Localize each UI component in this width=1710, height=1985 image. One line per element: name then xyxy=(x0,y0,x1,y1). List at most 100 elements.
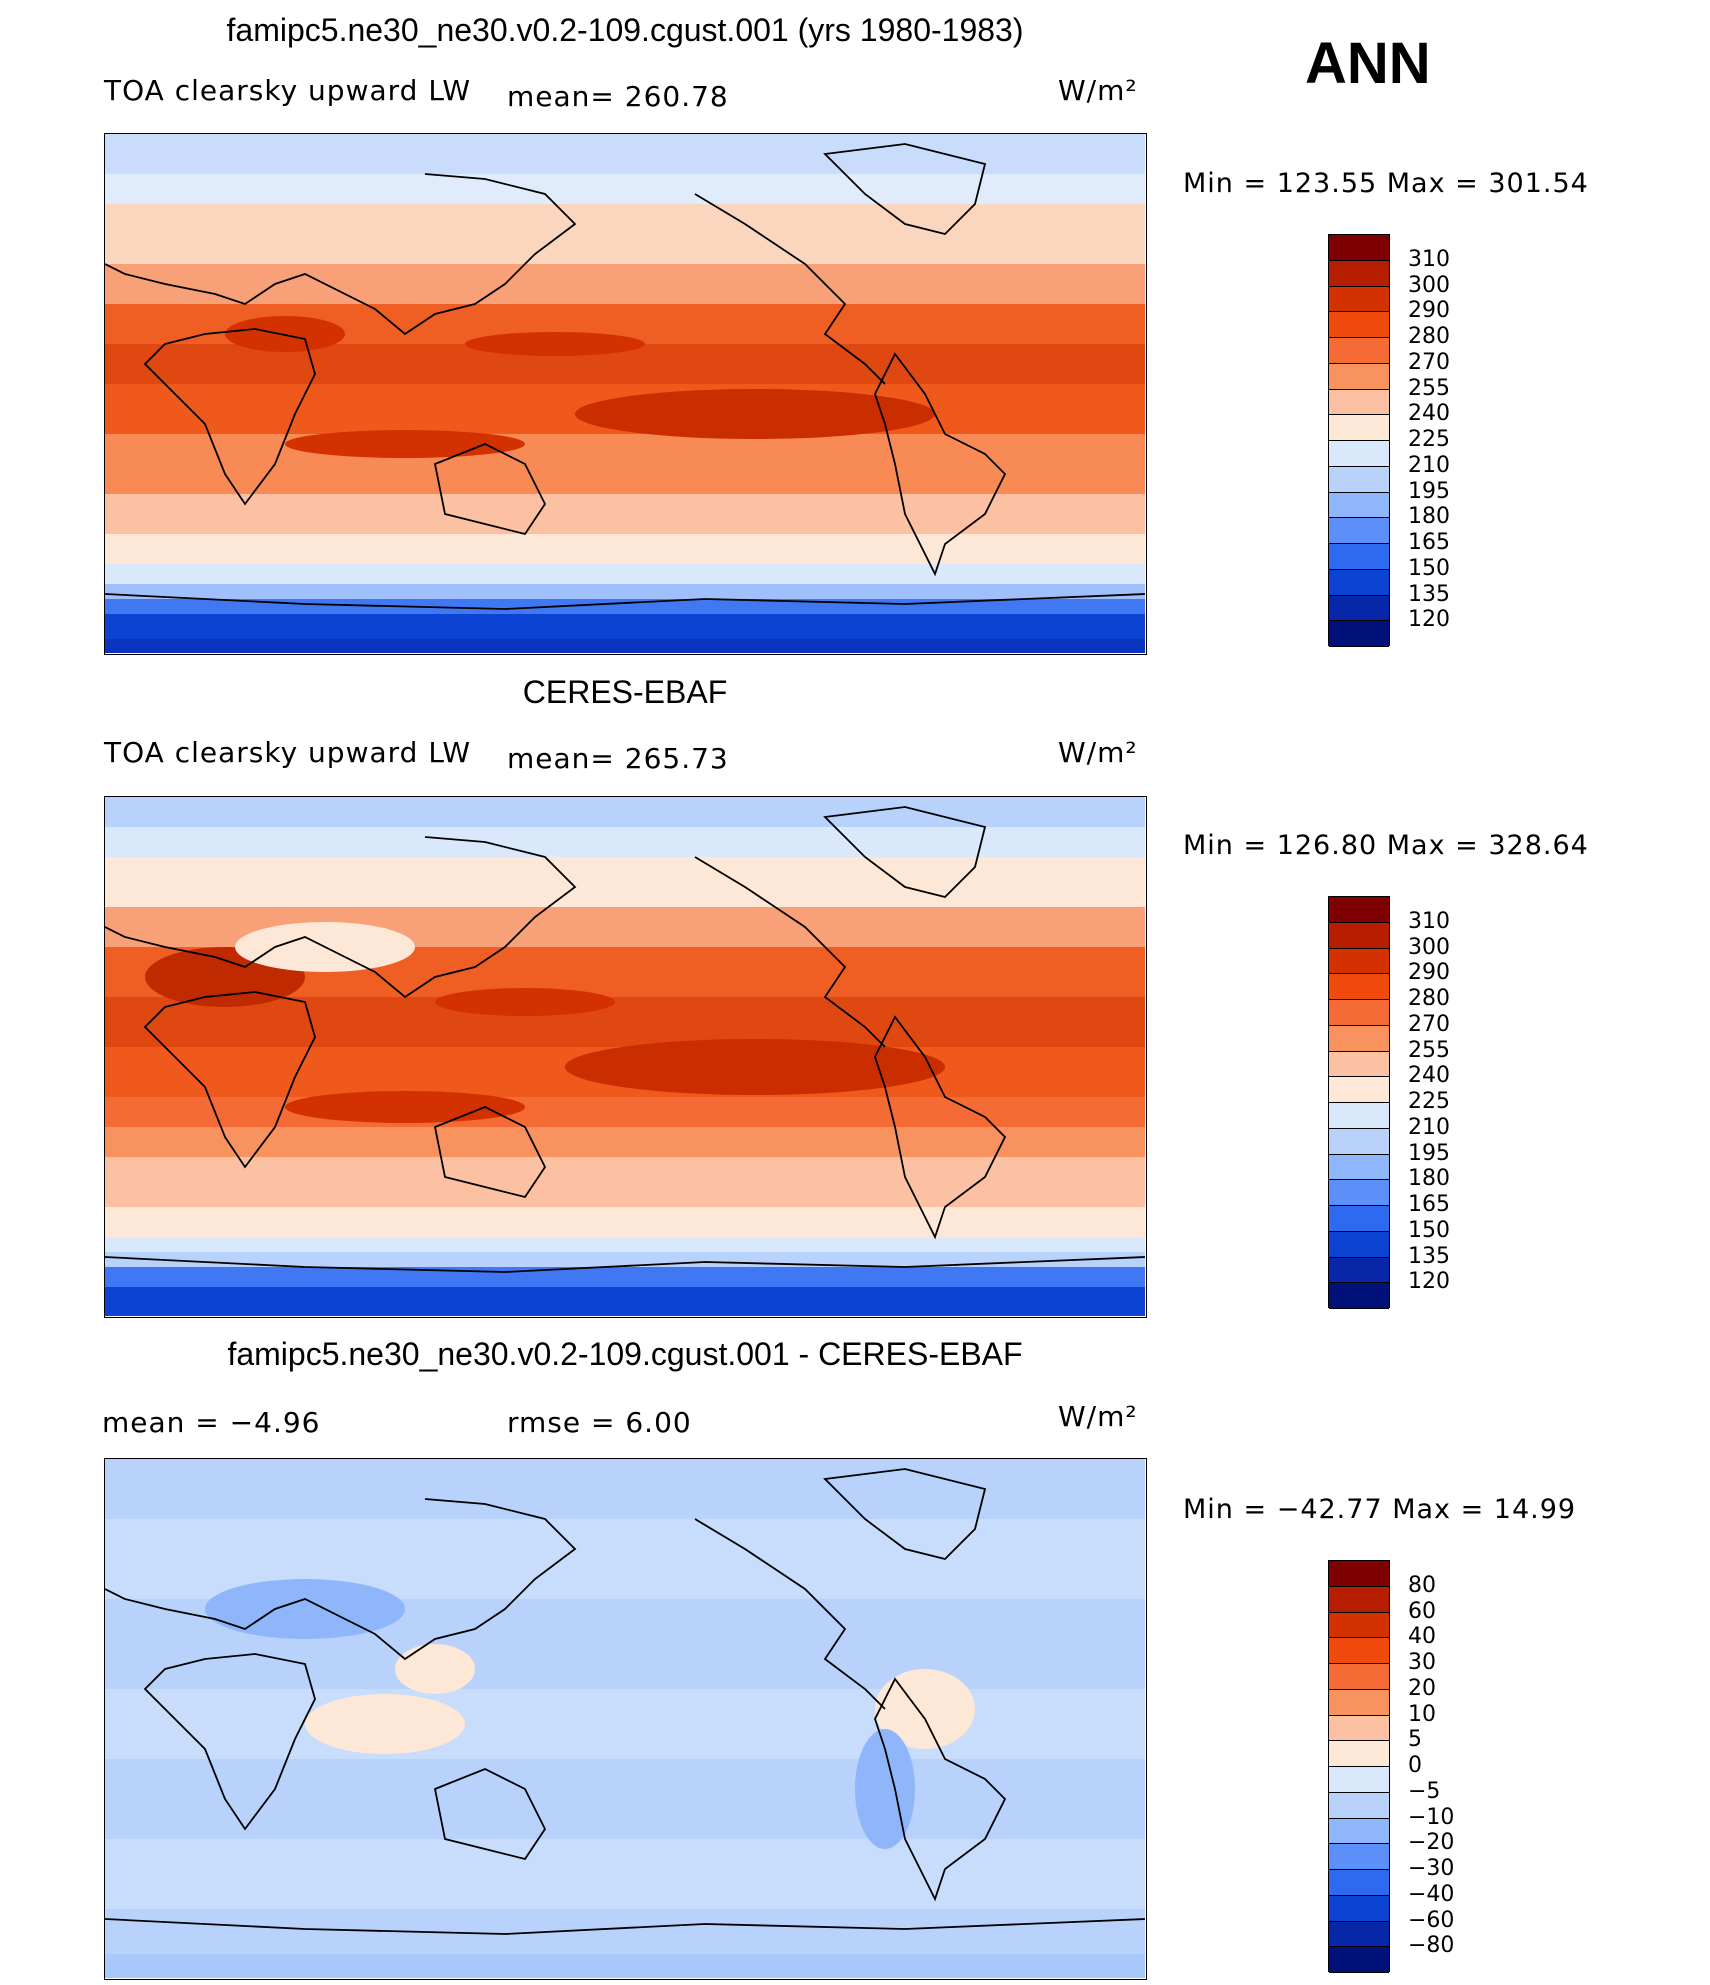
field-band xyxy=(105,1459,1145,1520)
colorbar-tick-label: 240 xyxy=(1408,1063,1450,1089)
colorbar-tick-label: 225 xyxy=(1408,427,1450,452)
colorbar-tick-label: 290 xyxy=(1408,960,1450,986)
coastline xyxy=(874,1677,1007,1902)
coastline xyxy=(105,1256,1145,1273)
colorbar-box xyxy=(1329,338,1389,364)
colorbar-box xyxy=(1329,1154,1389,1181)
colorbar-box xyxy=(1329,1000,1389,1026)
colorbar-tick-label: −60 xyxy=(1408,1907,1455,1933)
colorbar-tick-label: 270 xyxy=(1408,1011,1450,1037)
colorbar-tick-label: −5 xyxy=(1408,1778,1441,1804)
colorbar-box xyxy=(1329,544,1389,570)
colorbar-box xyxy=(1329,1283,1389,1309)
colorbar-tick-label: 0 xyxy=(1408,1753,1422,1778)
colorbar-box xyxy=(1329,922,1389,949)
coastline xyxy=(143,1653,316,1831)
colorbar-tick-label: 10 xyxy=(1408,1701,1436,1727)
coastline xyxy=(105,173,577,336)
minmax-label: Min = −42.77 Max = 14.99 xyxy=(1183,1494,1577,1525)
coastline xyxy=(874,352,1007,577)
colorbar-box xyxy=(1329,492,1389,519)
colorbar-box xyxy=(1329,897,1389,923)
colorbar-box xyxy=(1329,389,1389,416)
colorbar-box xyxy=(1329,518,1389,544)
field-band xyxy=(105,564,1145,585)
colorbar-box xyxy=(1329,1792,1389,1819)
field-band xyxy=(105,827,1145,858)
field-band xyxy=(105,1207,1145,1238)
field-band xyxy=(105,1909,1145,1955)
colorbar-box xyxy=(1329,363,1389,390)
colorbar-tick-label: −40 xyxy=(1408,1881,1455,1907)
colorbar-tick-label: 120 xyxy=(1408,1269,1450,1295)
field-feature xyxy=(465,332,645,356)
colorbar-box xyxy=(1329,1870,1389,1896)
coastline xyxy=(874,1015,1007,1240)
field-band xyxy=(105,614,1145,640)
colorbar-tick-label: 255 xyxy=(1408,375,1450,401)
season-label: ANN xyxy=(1305,31,1431,96)
colorbar-box xyxy=(1329,1895,1389,1922)
colorbar-box xyxy=(1329,1103,1389,1129)
colorbar-tick-label: 40 xyxy=(1408,1624,1436,1650)
mean-label: mean= 265.73 xyxy=(507,742,729,775)
colorbar-tick-label: 310 xyxy=(1408,908,1450,934)
field-band xyxy=(105,797,1145,828)
field-band xyxy=(105,1097,1145,1128)
colorbar-tick-label: 240 xyxy=(1408,401,1450,427)
coastline xyxy=(105,1498,577,1661)
colorbar-box xyxy=(1329,1206,1389,1232)
coastline xyxy=(823,806,987,898)
panel-title: famipc5.ne30_ne30.v0.2-109.cgust.001 (yr… xyxy=(226,12,1024,48)
colorbar-box xyxy=(1329,1715,1389,1742)
colorbar-tick-label: 135 xyxy=(1408,581,1450,607)
colorbar-box xyxy=(1329,312,1389,338)
colorbar-box xyxy=(1329,595,1389,622)
field-feature xyxy=(565,1039,945,1095)
variable-label: TOA clearsky upward LW xyxy=(104,74,472,107)
coastline xyxy=(143,991,316,1169)
colorbar-tick-label: 195 xyxy=(1408,478,1450,504)
colorbar-box xyxy=(1329,1231,1389,1258)
map-model xyxy=(104,133,1147,655)
field-band xyxy=(105,1252,1145,1268)
field-band xyxy=(105,174,1145,205)
field-band xyxy=(105,1759,1145,1840)
colorbar xyxy=(1328,1560,1390,1973)
field-band xyxy=(105,997,1145,1048)
colorbar-box xyxy=(1329,1921,1389,1948)
map-diff xyxy=(104,1458,1147,1980)
coastline xyxy=(694,193,886,385)
colorbar-box xyxy=(1329,1638,1389,1664)
colorbar-box xyxy=(1329,1947,1389,1973)
colorbar-tick-label: 270 xyxy=(1408,349,1450,375)
coastline xyxy=(105,836,577,999)
field-band xyxy=(105,534,1145,565)
colorbar-box xyxy=(1329,1180,1389,1206)
colorbar-box xyxy=(1329,948,1389,975)
colorbar-tick-label: 310 xyxy=(1408,246,1450,272)
field-band xyxy=(105,204,1145,265)
field-band xyxy=(105,584,1145,600)
colorbar-tick-label: 150 xyxy=(1408,555,1450,581)
colorbar-tick-label: 280 xyxy=(1408,986,1450,1011)
field-band xyxy=(105,1839,1145,1910)
variable-label: TOA clearsky upward LW xyxy=(104,736,472,769)
colorbar-tick-label: 180 xyxy=(1408,504,1450,530)
colorbar-box xyxy=(1329,1844,1389,1870)
field-band xyxy=(105,857,1145,908)
minmax-label: Min = 123.55 Max = 301.54 xyxy=(1183,168,1589,199)
field-feature xyxy=(855,1729,915,1849)
colorbar-box xyxy=(1329,1051,1389,1078)
coastline xyxy=(823,143,987,235)
colorbar-tick-label: −30 xyxy=(1408,1856,1455,1881)
colorbar-tick-label: 60 xyxy=(1408,1598,1436,1624)
colorbar-box xyxy=(1329,415,1389,441)
colorbar-tick-label: 280 xyxy=(1408,324,1450,349)
field-band xyxy=(105,1237,1145,1253)
coastline xyxy=(433,443,547,536)
field-feature xyxy=(285,1091,525,1123)
colorbar-tick-label: −10 xyxy=(1408,1804,1455,1830)
colorbar-tick-label: 195 xyxy=(1408,1140,1450,1166)
colorbar-box xyxy=(1329,260,1389,287)
